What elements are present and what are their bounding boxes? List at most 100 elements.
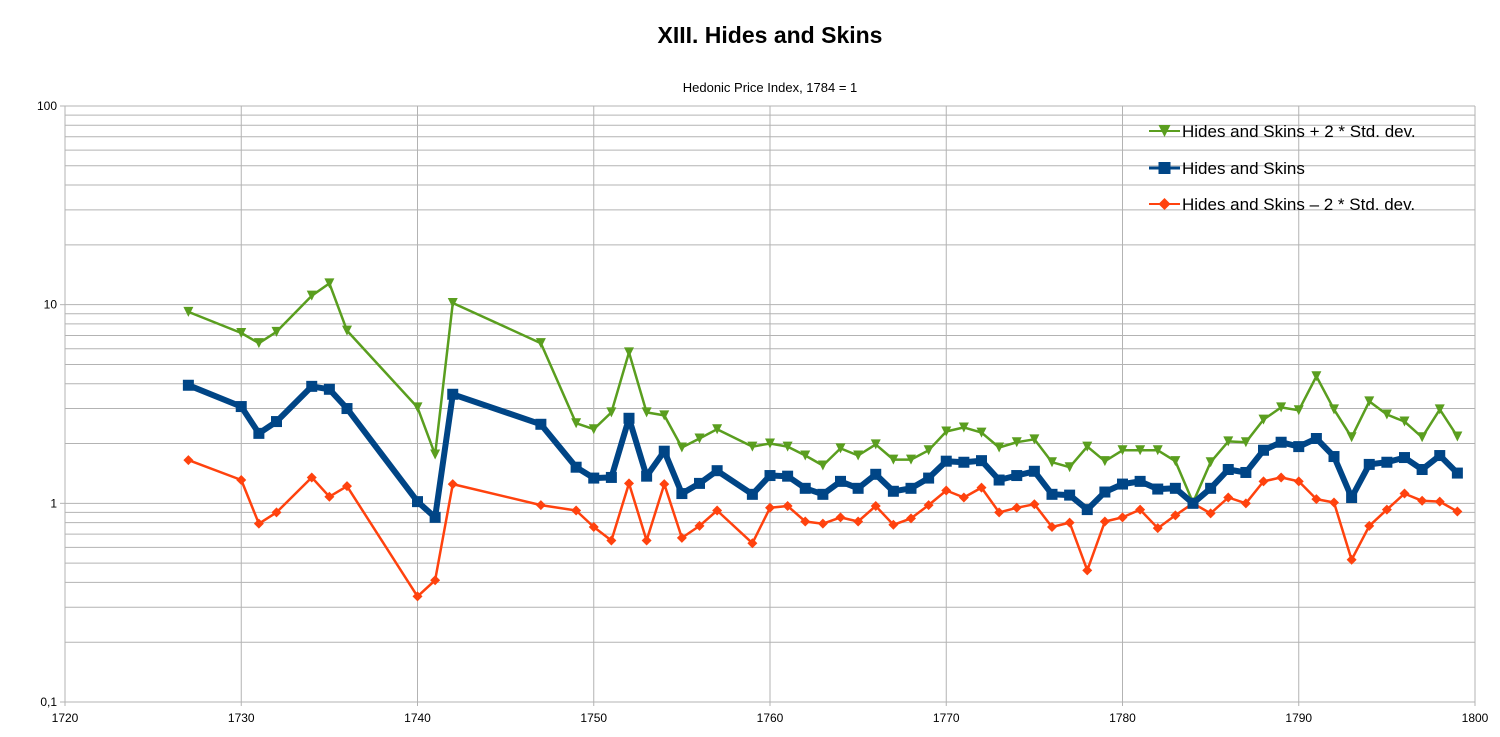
triangle-marker-icon <box>1117 445 1128 456</box>
triangle-marker-icon <box>1329 404 1339 415</box>
series-1 <box>182 379 1463 523</box>
diamond-marker-icon <box>1011 502 1022 513</box>
square-marker-icon <box>940 455 952 467</box>
triangle-marker-icon <box>994 442 1005 453</box>
triangle-marker-icon <box>342 325 352 336</box>
triangle-marker-icon <box>870 439 881 450</box>
diamond-marker-icon <box>430 575 441 586</box>
diamond-marker-icon <box>412 591 423 602</box>
series-layer <box>182 278 1463 602</box>
diamond-marker-icon <box>853 516 864 527</box>
diamond-marker-icon <box>1258 476 1269 487</box>
x-tick-label: 1740 <box>404 711 431 725</box>
diamond-marker-icon <box>1364 520 1375 531</box>
square-marker-icon <box>1046 488 1058 500</box>
triangle-marker-icon <box>1276 402 1287 413</box>
diamond-marker-icon <box>941 485 952 496</box>
triangle-marker-icon <box>271 326 282 337</box>
diamond-marker-icon <box>1346 554 1357 565</box>
triangle-marker-icon <box>588 424 599 435</box>
triangle-marker-icon <box>1135 445 1146 456</box>
triangle-marker-icon <box>606 407 617 418</box>
diamond-marker-icon <box>641 535 652 546</box>
diamond-marker-icon <box>676 532 687 543</box>
square-marker-icon <box>235 401 247 413</box>
triangle-marker-icon <box>1158 125 1171 137</box>
x-tick-label: 1730 <box>228 711 255 725</box>
square-marker-icon <box>1399 452 1410 464</box>
diamond-marker-icon <box>447 479 458 490</box>
diamond-marker-icon <box>271 507 282 518</box>
square-marker-icon <box>905 482 917 494</box>
square-marker-icon <box>1064 489 1076 501</box>
diamond-marker-icon <box>694 520 705 531</box>
diamond-marker-icon <box>535 500 546 511</box>
square-marker-icon <box>1152 483 1164 495</box>
diamond-marker-icon <box>712 505 723 516</box>
square-marker-icon <box>1158 162 1171 174</box>
square-marker-icon <box>623 412 635 424</box>
square-marker-icon <box>1222 464 1234 476</box>
triangle-marker-icon <box>906 454 916 465</box>
square-marker-icon <box>993 474 1005 486</box>
triangle-marker-icon <box>765 438 775 449</box>
square-marker-icon <box>1434 450 1446 462</box>
triangle-marker-icon <box>782 441 793 452</box>
diamond-marker-icon <box>1223 492 1234 503</box>
diamond-marker-icon <box>1064 517 1075 528</box>
triangle-marker-icon <box>1011 437 1022 448</box>
diamond-marker-icon <box>1117 512 1128 523</box>
diamond-marker-icon <box>765 502 775 513</box>
y-tick-label: 0,1 <box>40 695 57 709</box>
square-marker-icon <box>1346 491 1358 503</box>
triangle-marker-icon <box>1240 437 1251 448</box>
x-tick-label: 1720 <box>52 711 79 725</box>
square-marker-icon <box>835 475 846 487</box>
triangle-marker-icon <box>835 443 846 454</box>
diamond-marker-icon <box>1029 499 1040 510</box>
legend-item-2: Hides and Skins – 2 * Std. dev. <box>1149 195 1415 214</box>
diamond-marker-icon <box>870 500 881 511</box>
diamond-marker-icon <box>1082 565 1093 576</box>
square-marker-icon <box>711 465 723 477</box>
diamond-marker-icon <box>1099 516 1110 527</box>
diamond-marker-icon <box>324 491 335 502</box>
chart-title: XIII. Hides and Skins <box>657 22 883 48</box>
series-2 <box>183 455 1463 602</box>
square-marker-icon <box>341 403 353 415</box>
square-marker-icon <box>588 472 600 484</box>
square-marker-icon <box>852 482 864 494</box>
triangle-marker-icon <box>183 306 194 317</box>
diamond-marker-icon <box>306 472 317 483</box>
diamond-marker-icon <box>906 513 916 524</box>
square-marker-icon <box>658 445 670 457</box>
y-tick-label: 10 <box>44 298 58 312</box>
square-marker-icon <box>976 455 987 467</box>
triangle-marker-icon <box>1346 432 1357 443</box>
square-marker-icon <box>182 379 194 391</box>
diamond-marker-icon <box>183 455 194 466</box>
triangle-marker-icon <box>641 407 652 418</box>
axes: 1720 1730 1740 1750 1760 1770 1780 1790 1800 100 1… <box>37 99 1489 725</box>
y-tick-label: 1 <box>50 496 57 510</box>
x-tick-label: 1780 <box>1109 711 1136 725</box>
x-tick-label: 1750 <box>580 711 607 725</box>
square-marker-icon <box>1275 436 1287 448</box>
triangle-marker-icon <box>659 410 670 421</box>
diamond-marker-icon <box>782 500 793 511</box>
square-marker-icon <box>887 485 899 497</box>
square-marker-icon <box>306 380 318 392</box>
diamond-marker-icon <box>1329 497 1339 508</box>
triangle-marker-icon <box>430 449 441 460</box>
triangle-marker-icon <box>694 433 705 444</box>
triangle-marker-icon <box>1293 405 1304 416</box>
triangle-marker-icon <box>1082 441 1093 452</box>
diamond-marker-icon <box>1399 488 1410 499</box>
legend-label: Hides and Skins + 2 * Std. dev. <box>1182 122 1416 141</box>
triangle-marker-icon <box>853 450 864 461</box>
square-marker-icon <box>1205 482 1217 494</box>
triangle-marker-icon <box>1029 434 1040 445</box>
square-marker-icon <box>447 388 459 400</box>
triangle-marker-icon <box>535 338 546 349</box>
diamond-marker-icon <box>800 516 811 527</box>
